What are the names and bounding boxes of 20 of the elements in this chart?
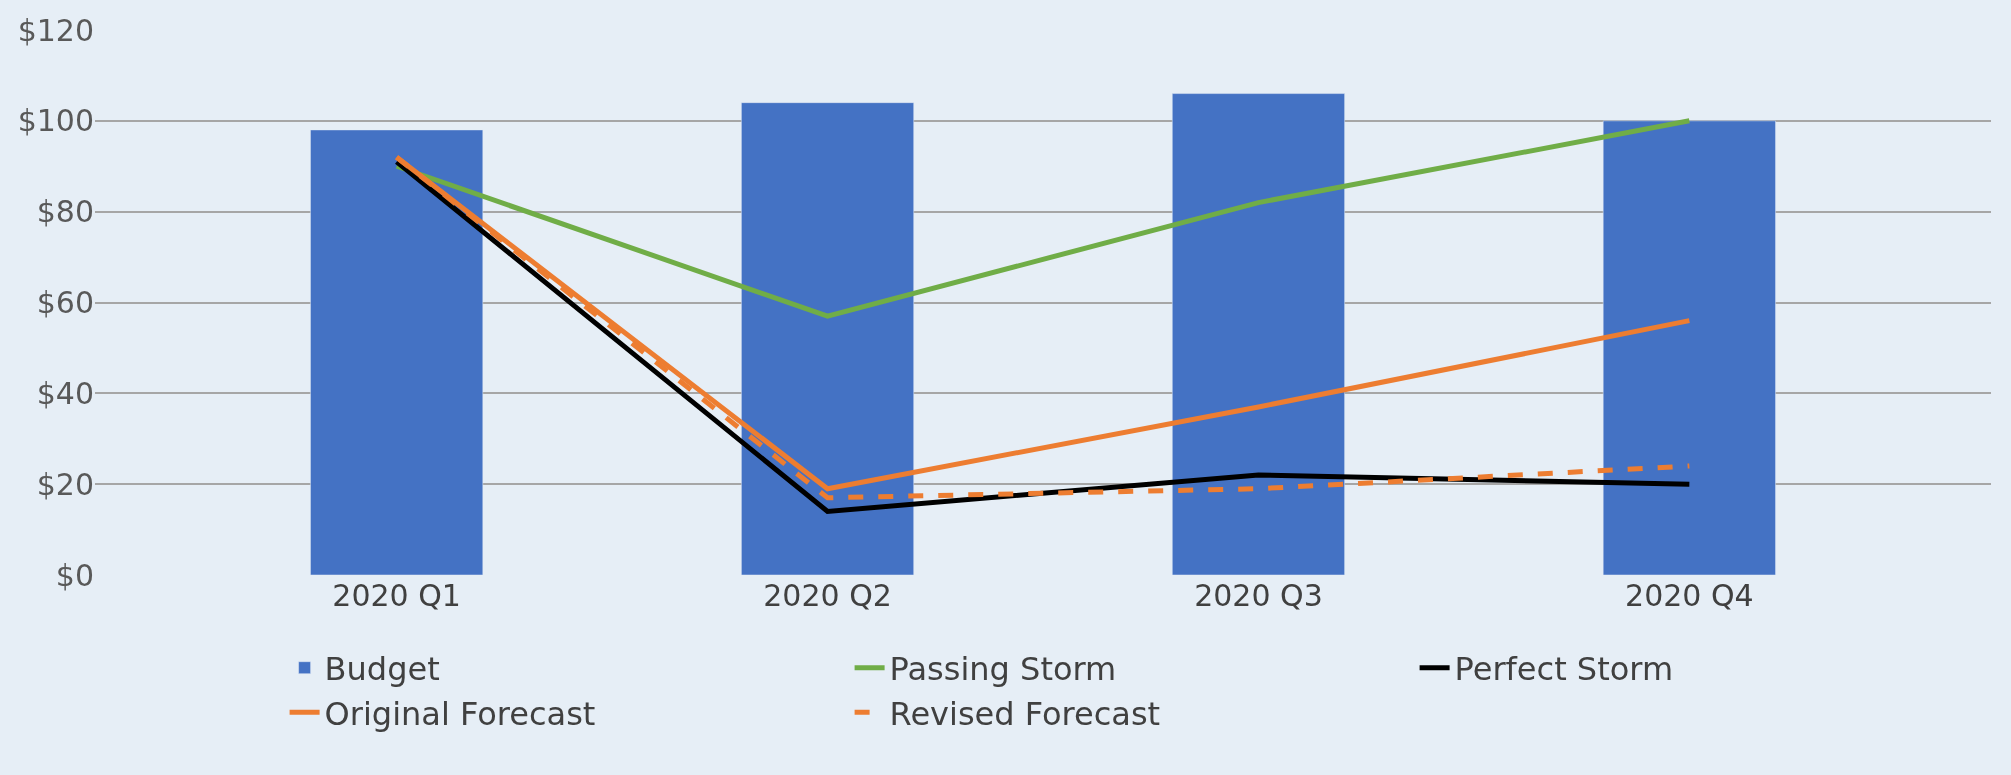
y-tick-label: $100 — [17, 103, 94, 139]
y-tick-label: $0 — [55, 557, 94, 593]
x-tick-label: 2020 Q3 — [1194, 578, 1323, 613]
legend-label: Revised Forecast — [889, 694, 1161, 733]
y-tick-label: $120 — [17, 12, 94, 48]
bar — [1602, 120, 1776, 575]
legend-label: Perfect Storm — [1454, 650, 1674, 689]
x-tick-label: 2020 Q2 — [763, 578, 892, 613]
x-tick-label: 2020 Q1 — [332, 578, 461, 613]
y-tick-label: $40 — [36, 375, 94, 411]
x-tick-label: 2020 Q4 — [1625, 578, 1754, 613]
y-tick-label: $80 — [36, 194, 94, 230]
bar — [310, 129, 484, 575]
legend-label: Budget — [324, 650, 440, 689]
y-tick-label: $60 — [36, 285, 94, 320]
bar — [1172, 93, 1345, 575]
bar — [741, 102, 914, 575]
legend-label: Original Forecast — [324, 694, 596, 733]
legend-label: Passing Storm — [889, 650, 1117, 689]
y-tick-label: $20 — [36, 466, 94, 502]
